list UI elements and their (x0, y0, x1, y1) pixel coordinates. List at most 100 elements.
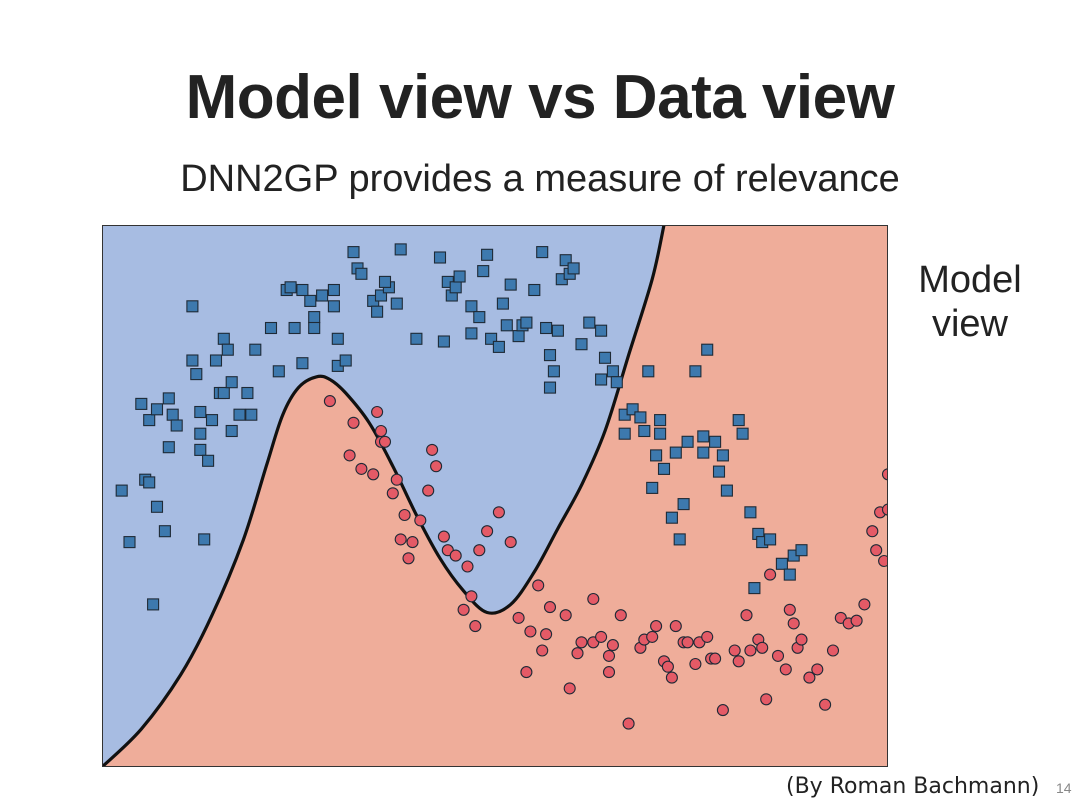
class-1-point (689, 657, 702, 671)
class-1-point (374, 424, 388, 438)
class-1-point (469, 620, 482, 633)
class-1-point (614, 609, 627, 622)
class-1-point (394, 533, 407, 546)
class-0-point (512, 330, 525, 343)
class-0-point (371, 305, 384, 318)
class-0-point (528, 283, 541, 297)
class-1-point (430, 460, 443, 473)
class-0-point (433, 251, 447, 264)
class-1-point (520, 666, 533, 679)
class-0-point (245, 408, 258, 421)
class-1-point (524, 625, 537, 638)
class-0-point (198, 533, 211, 546)
class-0-point (158, 525, 171, 538)
class-1-point (575, 636, 588, 649)
class-0-point (583, 316, 596, 329)
class-0-point (453, 270, 466, 283)
class-0-point (485, 332, 498, 345)
class-0-point (500, 319, 513, 332)
class-0-point (308, 321, 321, 335)
class-1-point (406, 536, 419, 549)
decision-boundary-line (102, 225, 666, 767)
class-0-point (194, 405, 207, 419)
class-1-point (465, 590, 478, 603)
class-0-point (135, 397, 148, 410)
class-1-point (559, 609, 572, 622)
class-0-point (673, 533, 686, 546)
class-0-point (272, 365, 285, 378)
class-1-point (661, 660, 674, 673)
model-view-label: Model view (900, 258, 1040, 346)
class-1-point (811, 663, 824, 676)
class-0-point (355, 267, 368, 280)
class-0-point (610, 376, 623, 389)
class-0-point (115, 484, 128, 497)
class-1-point (878, 554, 888, 568)
class-0-point (202, 454, 215, 467)
class-1-point (709, 652, 722, 665)
class-0-point (598, 351, 612, 364)
class-0-point (221, 343, 234, 356)
class-0-point (606, 365, 619, 378)
class-0-point (296, 357, 309, 370)
class-0-point (677, 498, 690, 511)
class-1-point (540, 628, 553, 641)
class-1-point (740, 609, 753, 622)
class-0-point (697, 446, 710, 459)
class-0-point (209, 354, 223, 367)
class-1-point (779, 663, 792, 676)
model-view-label-line1: Model (918, 259, 1022, 301)
class-1-point (669, 620, 682, 633)
class-0-point (147, 598, 160, 611)
class-1-point (473, 544, 486, 557)
class-1-point (532, 579, 545, 592)
class-1-point (504, 536, 517, 549)
class-1-point (355, 462, 368, 475)
class-0-point (665, 511, 678, 524)
class-1-points (323, 395, 888, 730)
class-1-point (803, 671, 816, 684)
class-0-point (217, 332, 230, 345)
class-0-point (186, 354, 199, 367)
class-0-point (327, 283, 340, 297)
class-0-point (575, 338, 588, 351)
class-0-point (225, 424, 238, 438)
class-1-point (402, 552, 415, 565)
class-1-point (760, 693, 773, 706)
class-0-point (217, 386, 230, 400)
class-0-point (374, 289, 388, 302)
class-1-point (347, 416, 360, 429)
class-0-point (783, 568, 796, 581)
class-0-point (233, 408, 246, 421)
class-0-point (543, 349, 557, 362)
class-1-point (414, 514, 427, 527)
class-0-point (654, 414, 667, 427)
class-0-point (559, 254, 572, 267)
class-0-point (638, 424, 651, 438)
class-0-point (205, 414, 219, 427)
class-0-point (327, 300, 340, 313)
class-1-point (858, 598, 871, 611)
class-1-point (665, 671, 678, 684)
plot-frame (102, 225, 888, 767)
class-0-point (536, 246, 549, 259)
class-1-point (422, 484, 435, 497)
class-0-point (492, 340, 505, 353)
class-0-point (634, 411, 647, 424)
class-1-point (716, 704, 729, 717)
class-1-point (371, 405, 384, 419)
class-0-point (410, 332, 423, 345)
class-1-region (102, 225, 888, 767)
class-0-point (618, 427, 631, 440)
class-1-point (426, 443, 439, 456)
class-1-point (457, 603, 470, 616)
class-1-point (744, 644, 757, 657)
class-0-point (308, 311, 321, 324)
class-0-point (249, 343, 262, 356)
class-0-point (716, 449, 729, 462)
class-0-point (732, 414, 745, 427)
class-0-point (626, 403, 639, 416)
class-0-point (190, 368, 203, 381)
class-0-point (697, 430, 710, 443)
class-0-point (194, 443, 207, 456)
